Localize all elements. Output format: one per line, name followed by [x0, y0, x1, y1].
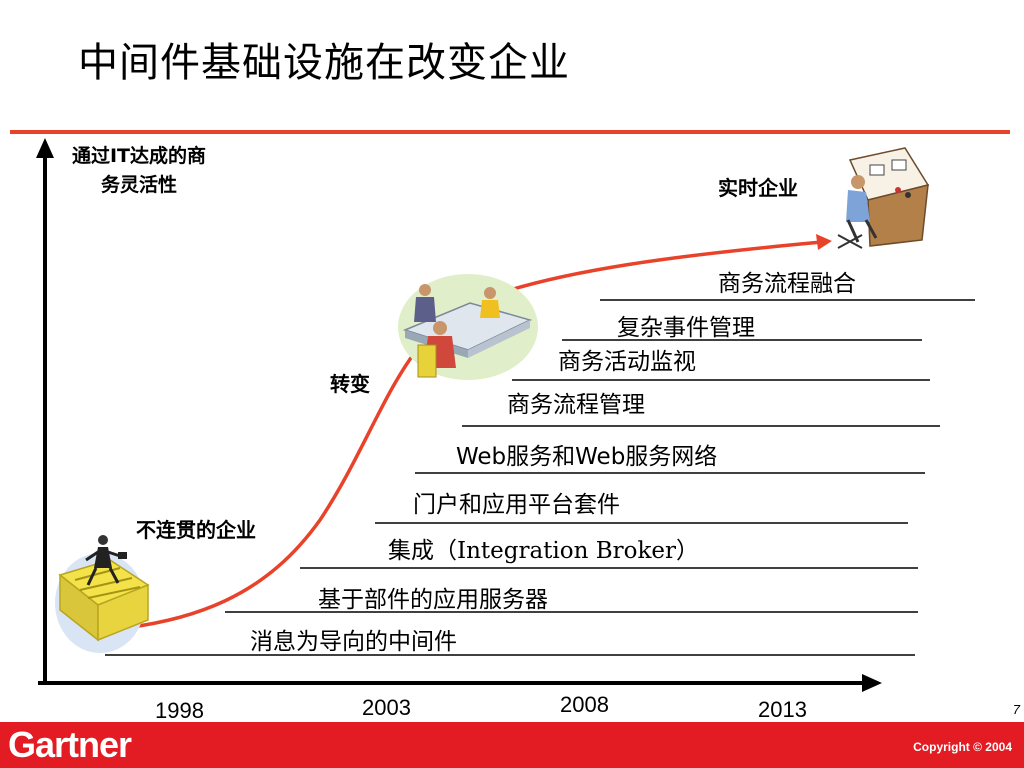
y-axis-label: 通过IT达成的商务灵活性	[71, 145, 207, 196]
footer-bar	[0, 722, 1024, 768]
meeting-clipart	[398, 274, 538, 380]
layer-label-bp-fusion: 商务流程融合	[718, 271, 856, 297]
maze-businessman-clipart	[55, 535, 150, 653]
layer-label-cep: 复杂事件管理	[617, 315, 755, 341]
curve-end-arrow	[816, 234, 832, 250]
layer-label-portal: 门户和应用平台套件	[413, 492, 620, 518]
layer-label-bam: 商务活动监视	[558, 349, 696, 375]
year-tick-2008: 2008	[560, 692, 609, 717]
slide-title: 中间件基础设施在改变企业	[78, 40, 570, 86]
year-tick-2003: 2003	[362, 695, 411, 720]
stage-realtime-enterprise: 实时企业	[718, 176, 798, 200]
page-number: 7	[1012, 702, 1020, 717]
year-tick-2013: 2013	[758, 697, 807, 722]
copyright-text: Copyright © 2004	[913, 740, 1012, 754]
x-axis-arrow	[862, 674, 882, 692]
year-tick-1998: 1998	[155, 698, 204, 723]
title-divider	[10, 130, 1010, 134]
stage-fragmented-enterprise: 不连贯的企业	[136, 518, 256, 542]
gartner-logo: Gartner	[8, 724, 132, 765]
layer-label-app-server: 基于部件的应用服务器	[318, 587, 548, 613]
y-axis-arrow	[36, 138, 54, 158]
growth-curve	[71, 240, 823, 634]
control-room-clipart	[837, 147, 930, 249]
layer-label-web-services: Web服务和Web服务网络	[456, 444, 718, 470]
layer-label-bpm: 商务流程管理	[507, 392, 645, 418]
layer-label-mom: 消息为导向的中间件	[250, 629, 457, 655]
stage-transformation: 转变	[330, 372, 370, 396]
layer-label-integration-broker: 集成（Integration Broker）	[388, 538, 700, 564]
